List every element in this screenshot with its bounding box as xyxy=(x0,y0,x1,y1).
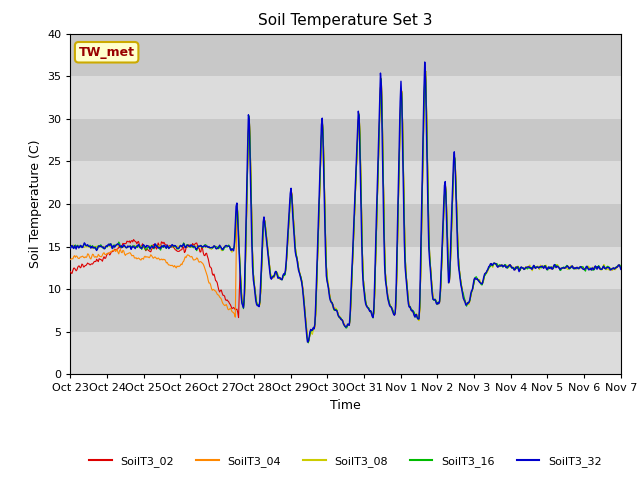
Bar xyxy=(70,34,621,76)
Y-axis label: Soil Temperature (C): Soil Temperature (C) xyxy=(29,140,42,268)
Bar xyxy=(70,161,621,204)
Legend: SoilT3_02, SoilT3_04, SoilT3_08, SoilT3_16, SoilT3_32: SoilT3_02, SoilT3_04, SoilT3_08, SoilT3_… xyxy=(85,451,606,471)
Bar xyxy=(70,247,621,289)
Bar xyxy=(70,204,621,247)
Text: TW_met: TW_met xyxy=(79,46,134,59)
Bar xyxy=(70,332,621,374)
X-axis label: Time: Time xyxy=(330,399,361,412)
Bar xyxy=(70,119,621,161)
Bar xyxy=(70,76,621,119)
Bar xyxy=(70,289,621,332)
Title: Soil Temperature Set 3: Soil Temperature Set 3 xyxy=(259,13,433,28)
